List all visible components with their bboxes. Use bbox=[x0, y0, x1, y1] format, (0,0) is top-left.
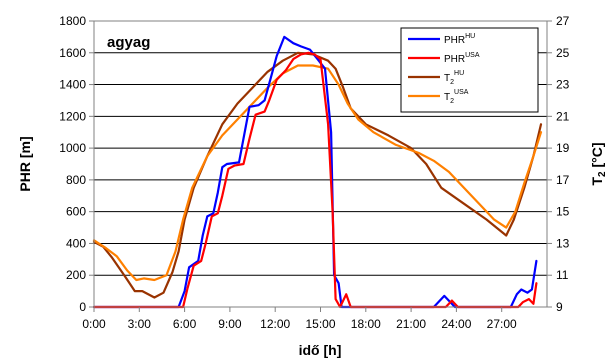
y-left-tick-label: 0 bbox=[79, 300, 86, 314]
y-right-axis-title-main: T bbox=[589, 177, 605, 186]
y-right-axis-ticks: 9 11 13 15 17 19 21 23 25 27 bbox=[547, 14, 570, 314]
y-right-tick-label: 17 bbox=[556, 173, 570, 187]
x-tick-label: 21:00 bbox=[396, 317, 426, 331]
y-right-tick-label: 9 bbox=[556, 300, 563, 314]
legend-items: PHRHU PHRUSA T2HU T2USA bbox=[408, 33, 480, 105]
legend-label: T2HU bbox=[444, 70, 464, 86]
y-right-tick-label: 15 bbox=[556, 205, 570, 219]
y-right-axis-title-unit: [°C] bbox=[589, 142, 605, 171]
legend-box bbox=[400, 27, 539, 113]
y-left-tick-label: 800 bbox=[66, 173, 86, 187]
x-tick-label: 6:00 bbox=[173, 317, 197, 331]
x-tick-label: 9:00 bbox=[218, 317, 242, 331]
panel-label: agyag bbox=[107, 34, 150, 51]
y-left-tick-label: 1200 bbox=[59, 109, 86, 123]
y-right-tick-label: 23 bbox=[556, 78, 570, 92]
legend-label: PHRUSA bbox=[444, 52, 480, 65]
y-right-tick-label: 21 bbox=[556, 109, 570, 123]
y-right-tick-label: 25 bbox=[556, 46, 570, 60]
y-right-tick-label: 13 bbox=[556, 236, 570, 250]
series-line-t2-hu bbox=[92, 51, 543, 299]
series-line-t2-usa bbox=[92, 64, 543, 282]
x-tick-label: 18:00 bbox=[351, 317, 381, 331]
y-left-tick-label: 1600 bbox=[59, 46, 86, 60]
y-left-tick-label: 200 bbox=[66, 268, 86, 282]
y-right-tick-label: 19 bbox=[556, 141, 570, 155]
y-left-tick-label: 400 bbox=[66, 236, 86, 250]
y-right-tick-label: 27 bbox=[556, 14, 570, 28]
y-left-axis-title: PHR [m] bbox=[17, 136, 33, 191]
x-axis-ticks: 0:00 3:00 6:00 9:00 12:00 15:00 18:00 21:00 24:0… bbox=[82, 307, 517, 331]
x-tick-label: 3:00 bbox=[128, 317, 152, 331]
y-right-tick-label: 11 bbox=[556, 268, 569, 282]
y-left-tick-label: 1000 bbox=[59, 141, 86, 155]
y-left-tick-label: 1800 bbox=[59, 14, 86, 28]
x-tick-label: 27:00 bbox=[487, 317, 517, 331]
y-left-tick-label: 1400 bbox=[59, 78, 86, 92]
legend-label: PHRHU bbox=[444, 33, 475, 46]
legend-label: T2USA bbox=[444, 89, 469, 105]
x-tick-label: 15:00 bbox=[305, 317, 335, 331]
x-tick-label: 24:00 bbox=[441, 317, 471, 331]
y-left-tick-label: 600 bbox=[66, 205, 86, 219]
series-line-phr-usa bbox=[92, 51, 538, 309]
x-tick-label: 0:00 bbox=[82, 317, 106, 331]
x-axis-title: idő [h] bbox=[299, 342, 342, 358]
y-right-axis-title: T2 [°C] bbox=[589, 142, 608, 185]
y-left-axis-ticks: 0 200 400 600 800 1000 1200 1400 1600 1800 bbox=[59, 14, 94, 314]
y-right-axis-title-sub: 2 bbox=[597, 171, 608, 177]
legend: PHRHU PHRUSA T2HU T2USA bbox=[400, 27, 539, 113]
x-tick-label: 12:00 bbox=[260, 317, 290, 331]
